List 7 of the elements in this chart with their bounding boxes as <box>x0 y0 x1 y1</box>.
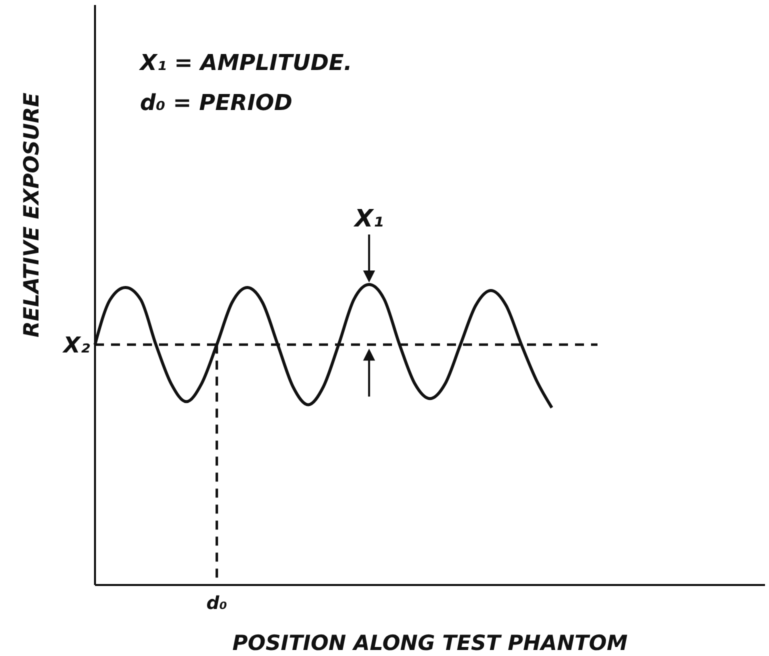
text: d₀ = PERIOD <box>140 91 292 116</box>
x-axis-title: POSITION ALONG TEST PHANTOM <box>232 631 628 655</box>
text: d₀ <box>206 593 228 614</box>
text: X₁ <box>352 204 384 232</box>
y-axis-title: RELATIVE EXPOSURE <box>19 92 44 338</box>
ref-line-label: X₂ <box>61 333 90 358</box>
text: X₁ = AMPLITUDE. <box>138 51 352 76</box>
